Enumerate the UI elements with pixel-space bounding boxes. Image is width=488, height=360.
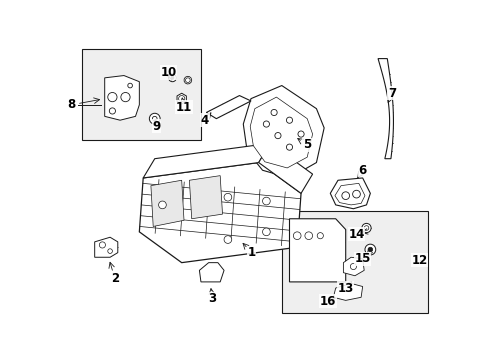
Circle shape [262,197,270,205]
Circle shape [270,109,277,116]
Circle shape [352,190,360,198]
Polygon shape [377,59,393,159]
Text: 12: 12 [411,254,427,267]
Polygon shape [189,176,222,219]
Bar [281,211,427,313]
Circle shape [317,233,323,239]
Circle shape [107,93,117,102]
Text: 3: 3 [208,292,216,305]
Text: 7: 7 [387,87,395,100]
Polygon shape [258,143,312,193]
Circle shape [361,223,370,233]
Text: 15: 15 [354,252,370,265]
Circle shape [305,232,312,239]
Polygon shape [104,76,139,120]
Polygon shape [289,219,345,282]
Circle shape [185,78,190,82]
Polygon shape [206,95,250,119]
Polygon shape [151,180,183,226]
Polygon shape [243,86,324,178]
Bar [81,49,201,140]
Circle shape [262,228,270,236]
Polygon shape [329,178,369,209]
Circle shape [349,264,356,270]
Polygon shape [334,183,364,205]
Text: 4: 4 [200,114,208,127]
Circle shape [286,144,292,150]
Polygon shape [184,76,191,84]
Circle shape [171,76,174,80]
Circle shape [99,242,105,248]
Circle shape [224,193,231,201]
Polygon shape [199,263,224,282]
Text: 14: 14 [347,228,364,240]
Text: 2: 2 [110,271,119,284]
Circle shape [224,236,231,243]
Text: 11: 11 [176,100,192,114]
Circle shape [341,192,349,199]
Circle shape [367,247,372,252]
Circle shape [168,74,176,82]
Polygon shape [143,143,270,178]
Circle shape [263,121,269,127]
Circle shape [152,116,157,121]
Polygon shape [250,97,312,168]
Circle shape [107,249,112,253]
Polygon shape [177,93,186,104]
Text: 10: 10 [160,66,176,79]
Circle shape [293,232,301,239]
Polygon shape [139,163,301,263]
Circle shape [149,113,160,124]
Polygon shape [95,237,118,257]
Polygon shape [333,283,362,300]
Circle shape [158,201,166,209]
Text: 13: 13 [337,282,353,294]
Circle shape [297,131,304,137]
Circle shape [364,226,368,230]
Text: 16: 16 [319,294,335,308]
Circle shape [274,132,281,139]
Circle shape [178,95,184,102]
Text: 9: 9 [152,120,160,133]
Circle shape [121,93,130,102]
Circle shape [127,83,132,88]
Polygon shape [343,257,364,276]
Text: 1: 1 [247,246,255,259]
Text: 8: 8 [67,98,76,111]
Text: 5: 5 [303,138,311,151]
Circle shape [364,244,375,255]
Text: 6: 6 [358,164,366,177]
Circle shape [109,108,115,114]
Circle shape [286,117,292,123]
